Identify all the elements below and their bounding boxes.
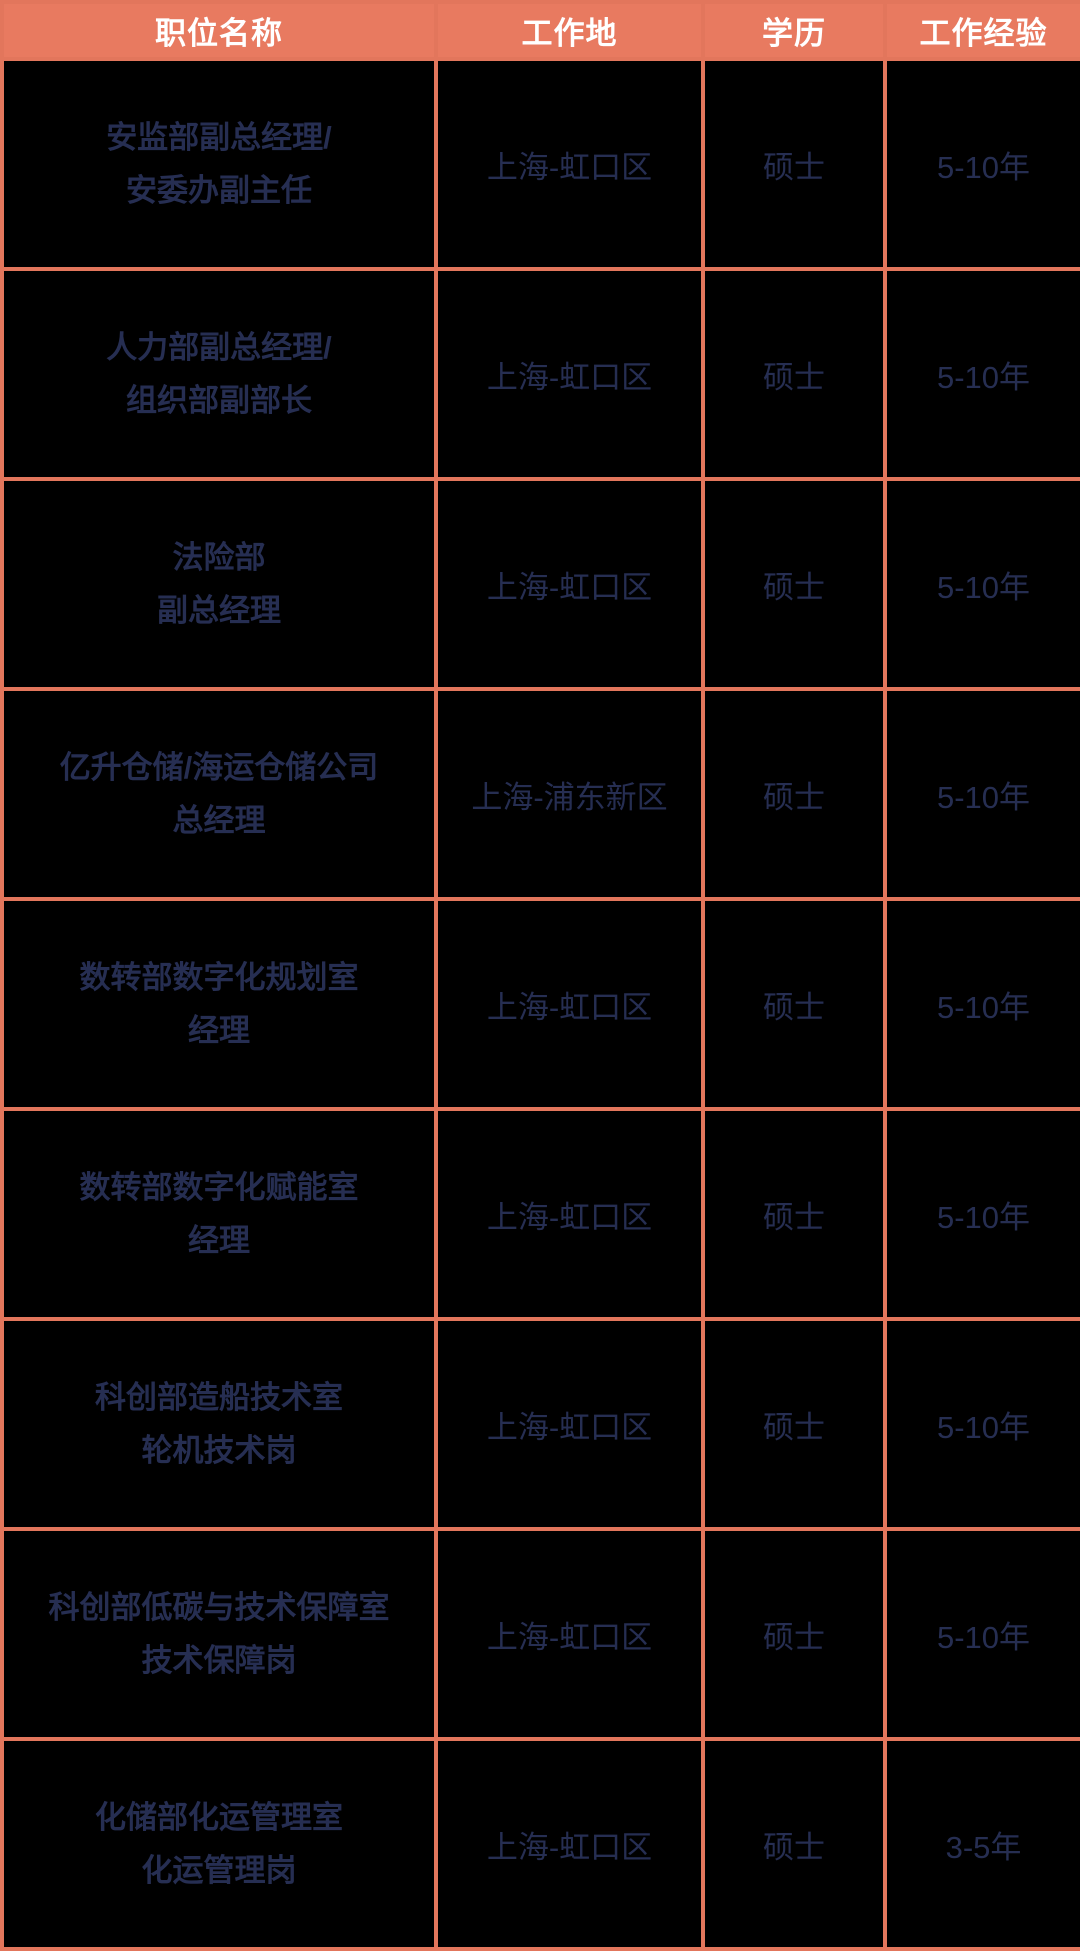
position-cell: 法险部 副总经理 xyxy=(0,477,438,691)
position-line1: 化储部化运管理室 xyxy=(95,1799,343,1835)
position-line2: 技术保障岗 xyxy=(141,1643,297,1678)
location-cell: 上海-虹口区 xyxy=(434,1317,705,1531)
position-line1: 法险部 xyxy=(172,539,266,575)
column-header-experience: 工作经验 xyxy=(883,0,1080,61)
experience-cell: 5-10年 xyxy=(883,897,1080,1111)
position-line2: 总经理 xyxy=(172,803,266,838)
column-header-education: 学历 xyxy=(701,0,887,61)
education-cell: 硕士 xyxy=(701,897,887,1111)
position-line1: 人力部副总经理/ xyxy=(106,329,332,365)
experience-cell: 5-10年 xyxy=(883,57,1080,271)
table-row: 法险部 副总经理 上海-虹口区 硕士 5-10年 xyxy=(0,477,1080,691)
position-line2: 经理 xyxy=(188,1013,250,1048)
education-cell: 硕士 xyxy=(701,267,887,481)
experience-cell: 5-10年 xyxy=(883,267,1080,481)
table-row: 数转部数字化赋能室 经理 上海-虹口区 硕士 5-10年 xyxy=(0,1107,1080,1321)
experience-cell: 3-5年 xyxy=(883,1737,1080,1951)
position-line2: 化运管理岗 xyxy=(141,1853,297,1888)
location-cell: 上海-虹口区 xyxy=(434,1527,705,1741)
table-row: 数转部数字化规划室 经理 上海-虹口区 硕士 5-10年 xyxy=(0,897,1080,1111)
position-cell: 数转部数字化赋能室 经理 xyxy=(0,1107,438,1321)
position-line1: 亿升仓储/海运仓储公司 xyxy=(59,749,379,785)
location-cell: 上海-浦东新区 xyxy=(434,687,705,901)
education-cell: 硕士 xyxy=(701,1527,887,1741)
position-cell: 人力部副总经理/ 组织部副部长 xyxy=(0,267,438,481)
education-cell: 硕士 xyxy=(701,1737,887,1951)
column-header-location: 工作地 xyxy=(434,0,705,61)
position-cell: 科创部造船技术室 轮机技术岗 xyxy=(0,1317,438,1531)
position-line1: 科创部造船技术室 xyxy=(95,1379,343,1415)
position-cell: 科创部低碳与技术保障室 技术保障岗 xyxy=(0,1527,438,1741)
position-line2: 安委办副主任 xyxy=(126,173,312,208)
experience-cell: 5-10年 xyxy=(883,1527,1080,1741)
table-header: 职位名称 工作地 学历 工作经验 xyxy=(0,0,1080,61)
experience-cell: 5-10年 xyxy=(883,687,1080,901)
location-cell: 上海-虹口区 xyxy=(434,1737,705,1951)
education-cell: 硕士 xyxy=(701,1107,887,1321)
position-line2: 轮机技术岗 xyxy=(141,1433,297,1468)
position-cell: 化储部化运管理室 化运管理岗 xyxy=(0,1737,438,1951)
position-line1: 科创部低碳与技术保障室 xyxy=(48,1589,390,1625)
education-cell: 硕士 xyxy=(701,57,887,271)
table-row: 人力部副总经理/ 组织部副部长 上海-虹口区 硕士 5-10年 xyxy=(0,267,1080,481)
education-cell: 硕士 xyxy=(701,687,887,901)
position-line2: 副总经理 xyxy=(157,593,281,628)
location-cell: 上海-虹口区 xyxy=(434,267,705,481)
experience-cell: 5-10年 xyxy=(883,477,1080,691)
table-body: 安监部副总经理/ 安委办副主任 上海-虹口区 硕士 5-10年 人力部副总经理/… xyxy=(0,57,1080,1951)
location-cell: 上海-虹口区 xyxy=(434,57,705,271)
table-row: 科创部低碳与技术保障室 技术保障岗 上海-虹口区 硕士 5-10年 xyxy=(0,1527,1080,1741)
education-cell: 硕士 xyxy=(701,477,887,691)
position-cell: 亿升仓储/海运仓储公司 总经理 xyxy=(0,687,438,901)
position-cell: 安监部副总经理/ 安委办副主任 xyxy=(0,57,438,271)
table-row: 安监部副总经理/ 安委办副主任 上海-虹口区 硕士 5-10年 xyxy=(0,57,1080,271)
education-cell: 硕士 xyxy=(701,1317,887,1531)
column-header-position: 职位名称 xyxy=(0,0,438,61)
header-row: 职位名称 工作地 学历 工作经验 xyxy=(0,0,1080,61)
experience-cell: 5-10年 xyxy=(883,1107,1080,1321)
table-row: 科创部造船技术室 轮机技术岗 上海-虹口区 硕士 5-10年 xyxy=(0,1317,1080,1531)
position-line2: 经理 xyxy=(188,1223,250,1258)
location-cell: 上海-虹口区 xyxy=(434,477,705,691)
table-row: 亿升仓储/海运仓储公司 总经理 上海-浦东新区 硕士 5-10年 xyxy=(0,687,1080,901)
experience-cell: 5-10年 xyxy=(883,1317,1080,1531)
position-line2: 组织部副部长 xyxy=(126,383,312,418)
location-cell: 上海-虹口区 xyxy=(434,897,705,1111)
table-row: 化储部化运管理室 化运管理岗 上海-虹口区 硕士 3-5年 xyxy=(0,1737,1080,1951)
position-line1: 数转部数字化规划室 xyxy=(79,959,359,995)
position-line1: 安监部副总经理/ xyxy=(106,119,332,155)
location-cell: 上海-虹口区 xyxy=(434,1107,705,1321)
position-cell: 数转部数字化规划室 经理 xyxy=(0,897,438,1111)
position-line1: 数转部数字化赋能室 xyxy=(79,1169,359,1205)
